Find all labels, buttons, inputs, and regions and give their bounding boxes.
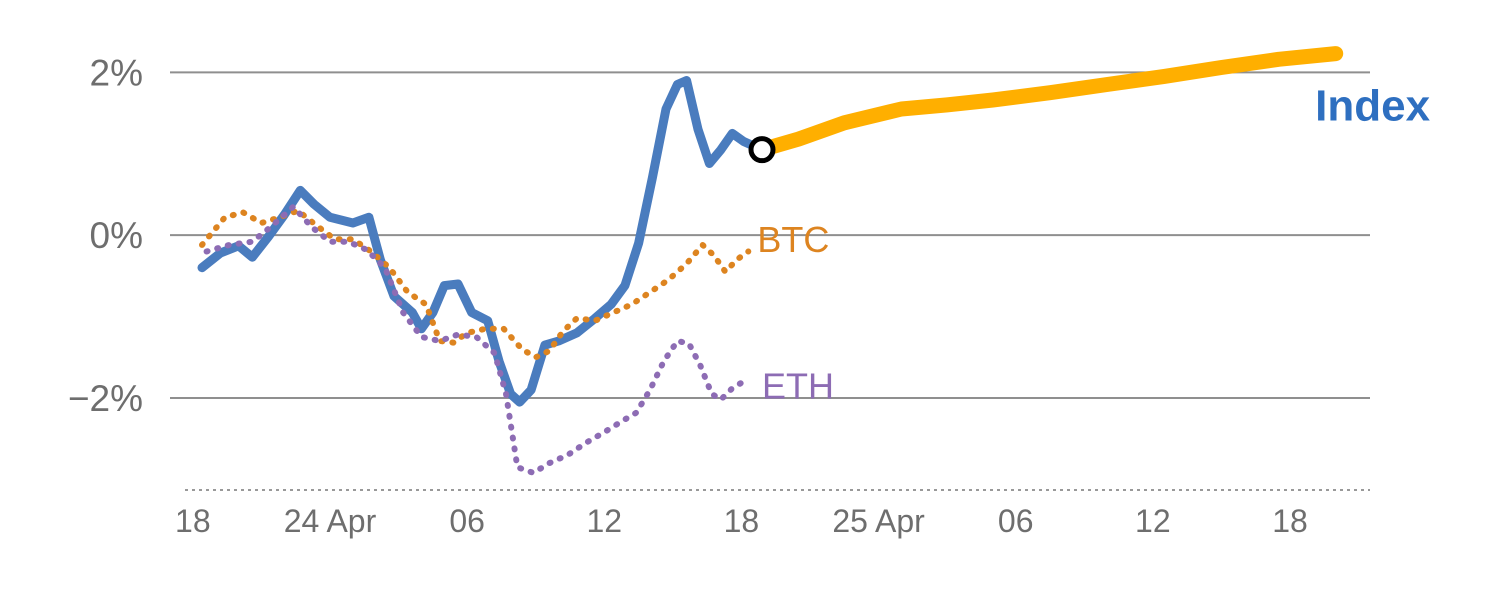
btc-line xyxy=(199,207,752,361)
eth-line xyxy=(203,203,749,476)
x-tick-label: 25 Apr xyxy=(832,503,925,539)
x-tick-label: 06 xyxy=(449,503,485,539)
eth-label: ETH xyxy=(762,365,834,406)
x-tick-label: 18 xyxy=(175,503,211,539)
forecast-start-marker xyxy=(748,136,776,164)
y-tick-label: 2% xyxy=(90,52,143,93)
x-tick-label: 12 xyxy=(586,503,622,539)
x-tick-label: 24 Apr xyxy=(284,503,377,539)
x-tick-label: 12 xyxy=(1135,503,1171,539)
index-history-line xyxy=(197,76,767,407)
x-tick-label: 06 xyxy=(998,503,1034,539)
x-tick-label: 18 xyxy=(724,503,760,539)
x-tick-label: 18 xyxy=(1272,503,1308,539)
btc-label: BTC xyxy=(757,219,829,260)
y-tick-label: −2% xyxy=(68,378,143,419)
y-tick-label: 0% xyxy=(90,215,143,256)
index-forecast-label: Index xyxy=(1315,81,1430,130)
index-forecast-line xyxy=(754,46,1344,158)
